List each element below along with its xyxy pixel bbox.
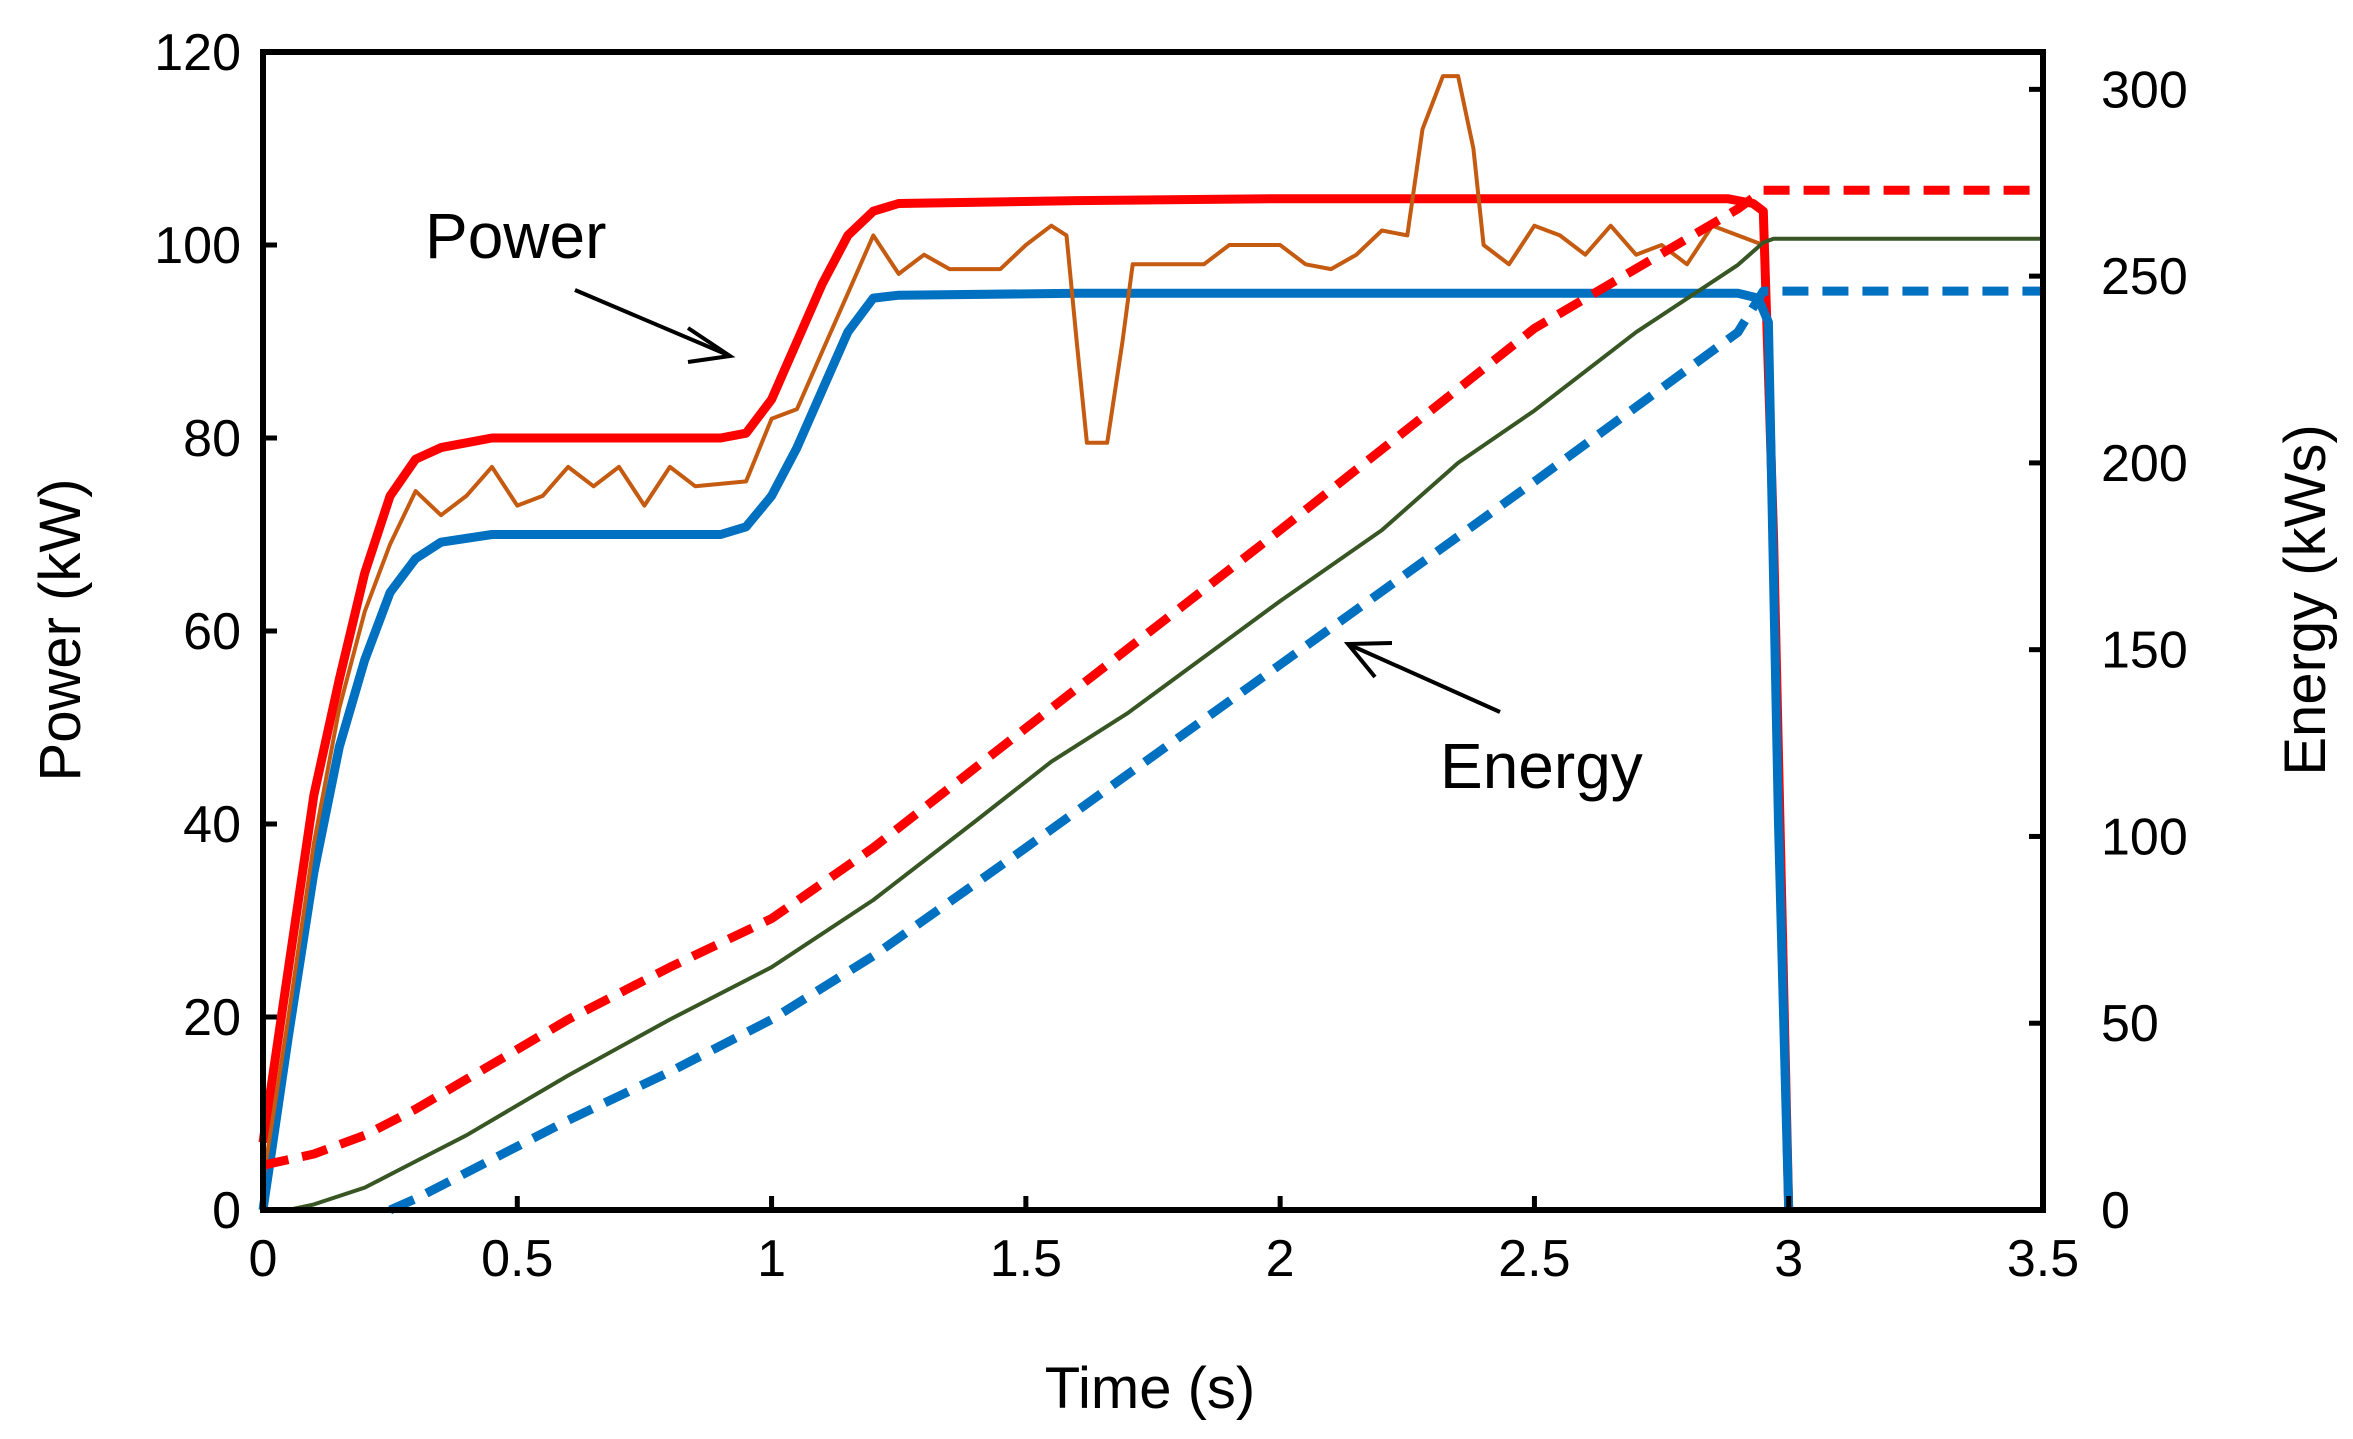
y2-tick-label: 150 [2101, 622, 2188, 680]
y2-tick-label: 300 [2101, 61, 2188, 119]
y-tick-label: 120 [154, 24, 241, 82]
series-line-1 [258, 288, 1794, 1211]
x-tick-label: 1.5 [990, 1230, 1062, 1288]
y2-tick-label: 100 [2101, 808, 2188, 866]
series-line-0 [258, 194, 1794, 1211]
x-tick-label: 1 [757, 1230, 786, 1288]
y2-axis-title: Energy (kWs) [2273, 424, 2338, 775]
y2-tick-label: 250 [2101, 248, 2188, 306]
series-layer [258, 74, 2043, 1215]
x-axis-title: Time (s) [1045, 1356, 1255, 1421]
y-tick-label: 20 [183, 989, 241, 1047]
y-axis-title: Power (kW) [28, 479, 93, 782]
series-line-4 [388, 286, 2043, 1215]
y-tick-label: 40 [183, 796, 241, 854]
x-tick-label: 0.5 [481, 1230, 553, 1288]
power-annotation-arrow [574, 288, 736, 364]
x-tick-label: 3.5 [2007, 1230, 2079, 1288]
y2-tick-label: 50 [2101, 995, 2159, 1053]
power-annotation-label: Power [425, 200, 606, 272]
tick-layer: 0 0.5 1 1.5 2 2.5 3 3.5 0 20 40 60 80 100 120 0 50 100 150… [154, 24, 2188, 1288]
energy-annotation-label: Energy [1440, 730, 1643, 802]
series-line-2 [261, 74, 1765, 1182]
energy-annotation-arrow [1343, 641, 1501, 714]
series-line-5 [287, 236, 2043, 1212]
x-tick-label: 3 [1774, 1230, 1803, 1288]
y-tick-label: 0 [212, 1182, 241, 1240]
y-tick-label: 60 [183, 603, 241, 661]
x-tick-label: 2 [1266, 1230, 1295, 1288]
y-tick-label: 100 [154, 217, 241, 275]
series-line-3 [262, 185, 2043, 1170]
y2-tick-label: 200 [2101, 435, 2188, 493]
y-tick-label: 80 [183, 410, 241, 468]
x-tick-label: 2.5 [1498, 1230, 1570, 1288]
x-tick-label: 0 [249, 1230, 278, 1288]
y2-tick-label: 0 [2101, 1182, 2130, 1240]
